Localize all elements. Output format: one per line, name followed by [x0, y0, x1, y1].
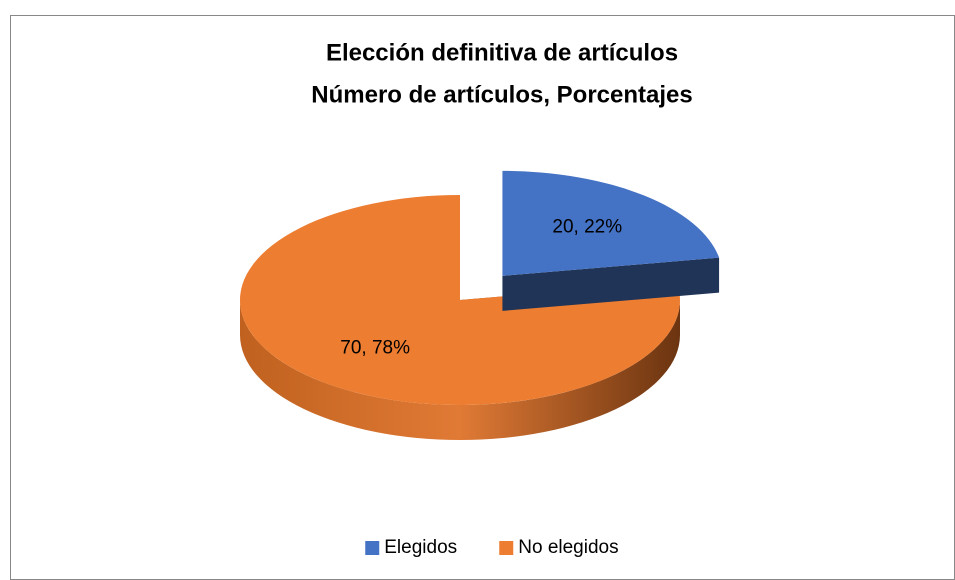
chart-title: Elección definitiva de artículos [326, 39, 678, 66]
legend-swatch [365, 541, 380, 555]
slice [502, 170, 720, 276]
slice [239, 195, 681, 405]
slice-face [502, 257, 720, 311]
data-label: 70, 78% [340, 337, 410, 358]
slice-side [240, 300, 680, 440]
data-label: 20, 22% [552, 217, 622, 238]
chart-subtitle: Número de artículos, Porcentajes [311, 81, 692, 108]
legend-swatch [499, 541, 514, 555]
chart-frame [10, 15, 955, 580]
legend-label: Elegidos [384, 537, 457, 558]
legend-label: No elegidos [518, 537, 618, 558]
